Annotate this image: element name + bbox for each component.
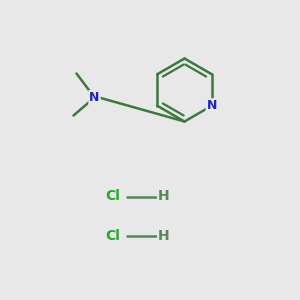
Text: Cl: Cl	[105, 190, 120, 203]
Text: N: N	[207, 99, 217, 112]
Text: N: N	[89, 91, 100, 104]
Text: H: H	[158, 229, 169, 242]
Text: H: H	[158, 190, 169, 203]
Text: Cl: Cl	[105, 229, 120, 242]
